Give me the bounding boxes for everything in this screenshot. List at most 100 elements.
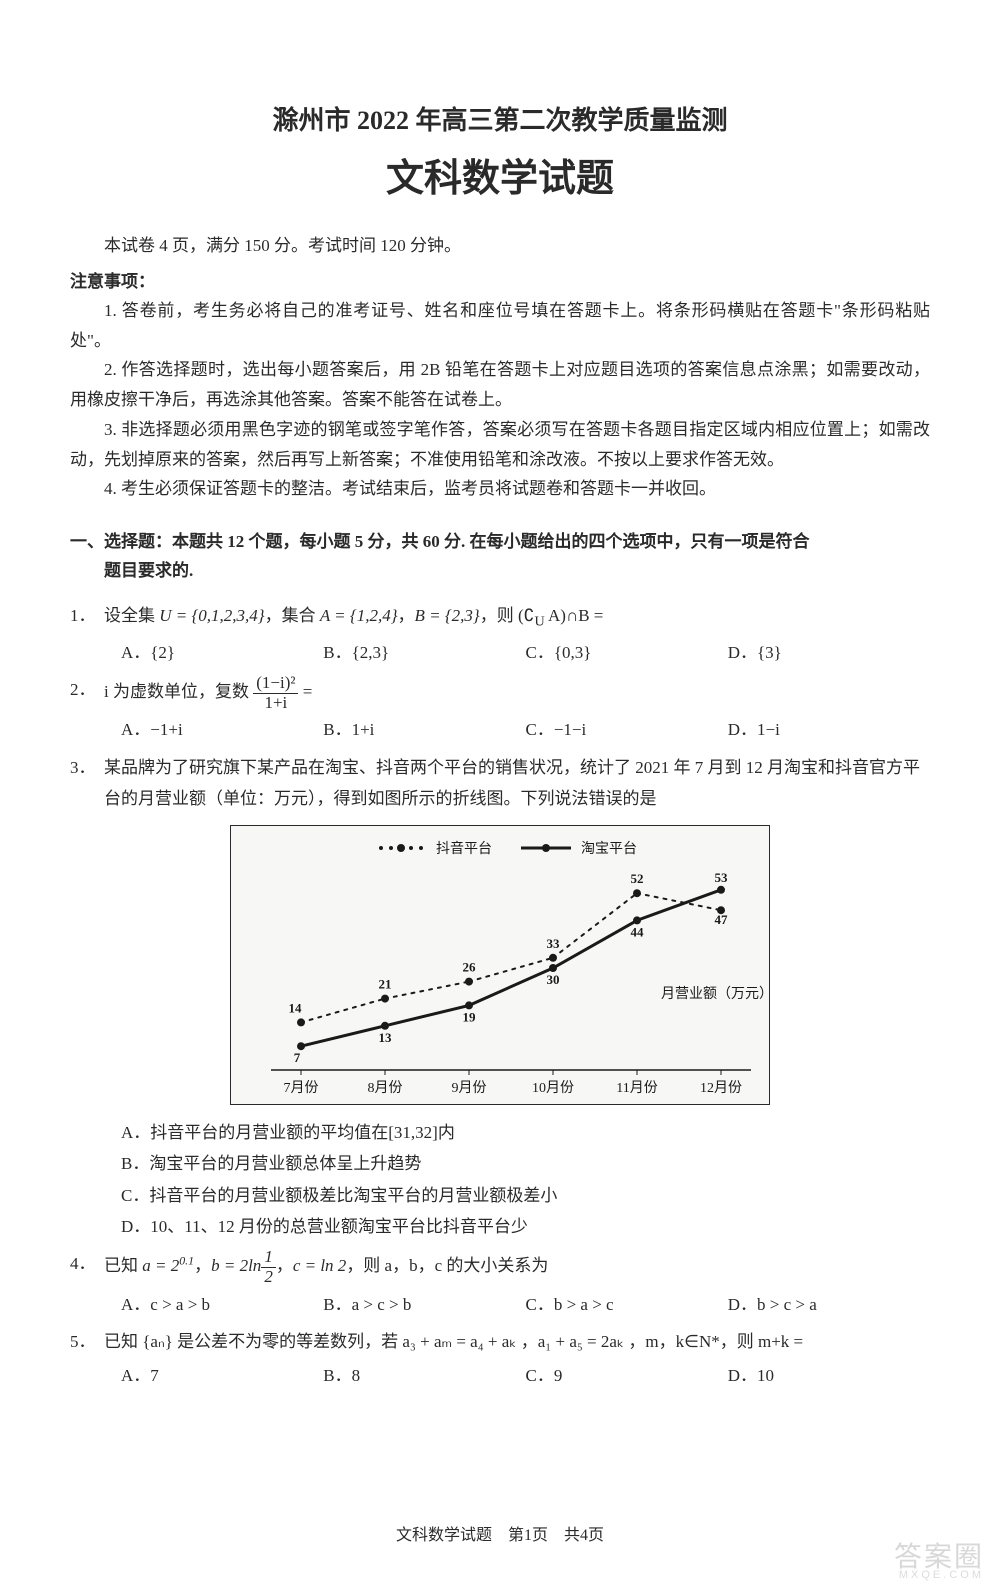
svg-text:47: 47 <box>715 912 729 927</box>
q4-bfrac: 12 <box>261 1248 276 1286</box>
q5-opt-C: C．9 <box>526 1360 728 1391</box>
q2-opt-A: A．−1+i <box>121 714 323 745</box>
question-4: 4． 已知 a = 20.1，b = 2ln12，c = ln 2，则 a，b，… <box>70 1248 930 1320</box>
q3-opt-D: D．10、11、12 月份的总营业额淘宝平台比抖音平台少 <box>121 1211 930 1242</box>
q4-opt-C: C．b > a > c <box>526 1289 728 1320</box>
q4-b: b = 2ln12 <box>211 1256 276 1275</box>
q2-options: A．−1+i B．1+i C．−1−i D．1−i <box>70 714 930 745</box>
q2-frac-den: 1+i <box>253 694 298 713</box>
svg-text:月营业额（万元）: 月营业额（万元） <box>661 986 770 1002</box>
q1-number: 1． <box>70 600 104 635</box>
svg-text:12月份: 12月份 <box>700 1080 742 1096</box>
svg-text:10月份: 10月份 <box>532 1080 574 1096</box>
svg-text:26: 26 <box>463 959 477 974</box>
q4-a: a = 20.1 <box>142 1256 194 1275</box>
q5-number: 5． <box>70 1326 104 1357</box>
page-footer: 文科数学试题 第1页 共4页 <box>70 1521 930 1545</box>
q1-text: 设全集 <box>104 606 159 625</box>
svg-text:53: 53 <box>715 869 729 884</box>
svg-text:30: 30 <box>547 972 560 987</box>
exam-header-line2: 文科数学试题 <box>70 147 930 202</box>
q4-m1: ， <box>194 1256 211 1275</box>
notice-item-4: 4. 考生必须保证答题卡的整洁。考试结束后，监考员将试题卷和答题卡一并收回。 <box>70 474 930 504</box>
svg-text:7: 7 <box>294 1050 301 1065</box>
q5-opt-B: B．8 <box>323 1360 525 1391</box>
q3-chart-svg: 抖音平台 淘宝平台 7月份 8月份 9月份 10月份 11月份 12月份 14 7 21 13 26 19… <box>230 825 770 1105</box>
q1-mid1: ，集合 <box>265 606 320 625</box>
question-5: 5． 已知 {aₙ} 是公差不为零的等差数列，若 a₃ + aₘ = a₄ + … <box>70 1326 930 1391</box>
svg-text:14: 14 <box>289 1000 303 1015</box>
svg-text:7月份: 7月份 <box>284 1080 319 1096</box>
q1-opt-B: B．{2,3} <box>323 637 525 668</box>
question-1: 1． 设全集 U = {0,1,2,3,4}，集合 A = {1,2,4}，B … <box>70 600 930 668</box>
section-1-line2: 题目要求的. <box>70 557 930 586</box>
q2-frac-num: (1−i)² <box>253 674 298 694</box>
q1-opt-D: D．{3} <box>728 637 930 668</box>
q3-stem: 某品牌为了研究旗下某产品在淘宝、抖音两个平台的销售状况，统计了 2021 年 7… <box>104 752 930 815</box>
svg-text:8月份: 8月份 <box>368 1080 403 1096</box>
svg-text:13: 13 <box>379 1029 393 1044</box>
q4-options: A．c > a > b B．a > c > b C．b > a > c D．b … <box>70 1289 930 1320</box>
q2-text: i 为虚数单位，复数 <box>104 682 253 701</box>
q2-opt-B: B．1+i <box>323 714 525 745</box>
q4-bpre: b = 2ln <box>211 1256 261 1275</box>
q5-options: A．7 B．8 C．9 D．10 <box>70 1360 930 1391</box>
q4-number: 4． <box>70 1248 104 1286</box>
q1-stem: 设全集 U = {0,1,2,3,4}，集合 A = {1,2,4}，B = {… <box>104 600 930 635</box>
q3-opt-C: C．抖音平台的月营业额极差比淘宝平台的月营业额极差小 <box>121 1180 930 1211</box>
q4-m2: ， <box>276 1256 293 1275</box>
notice-item-3: 3. 非选择题必须用黑色字迹的钢笔或签字笔作答，答案必须写在答题卡各题目指定区域… <box>70 415 930 475</box>
q4-opt-D: D．b > c > a <box>728 1289 930 1320</box>
q4-stem: 已知 a = 20.1，b = 2ln12，c = ln 2，则 a，b，c 的… <box>104 1248 930 1286</box>
notice-item-1: 1. 答卷前，考生务必将自己的准考证号、姓名和座位号填在答题卡上。将条形码横贴在… <box>70 296 930 356</box>
exam-header-line1: 滁州市 2022 年高三第二次教学质量监测 <box>70 100 930 137</box>
q2-stem: i 为虚数单位，复数 (1−i)² 1+i = <box>104 674 930 712</box>
q2-fraction: (1−i)² 1+i <box>253 674 298 712</box>
watermark-sub: MXQE.COM <box>899 1569 984 1581</box>
q5-stem: 已知 {aₙ} 是公差不为零的等差数列，若 a₃ + aₘ = a₄ + aₖ … <box>104 1326 930 1357</box>
q2-after: = <box>303 682 313 701</box>
q4-bden: 2 <box>261 1268 276 1287</box>
q1-opt-A: A．{2} <box>121 637 323 668</box>
q1-U: U = {0,1,2,3,4} <box>159 606 264 625</box>
q4-opt-A: A．c > a > b <box>121 1289 323 1320</box>
q1-mid2: ， <box>398 606 415 625</box>
q3-opt-A: A．抖音平台的月营业额的平均值在[31,32]内 <box>121 1117 930 1148</box>
q4-c: c = ln 2 <box>293 1256 347 1275</box>
q3-opt-B: B．淘宝平台的月营业额总体呈上升趋势 <box>121 1148 930 1179</box>
svg-text:21: 21 <box>379 976 392 991</box>
q3-options: A．抖音平台的月营业额的平均值在[31,32]内 B．淘宝平台的月营业额总体呈上… <box>70 1117 930 1243</box>
notice-heading: 注意事项： <box>70 267 930 292</box>
svg-text:19: 19 <box>463 1009 477 1024</box>
q2-opt-C: C．−1−i <box>526 714 728 745</box>
q1-mid3: ，则 <box>480 606 518 625</box>
q4-opt-B: B．a > c > b <box>323 1289 525 1320</box>
svg-text:抖音平台: 抖音平台 <box>436 840 492 857</box>
q4-m3: ，则 a，b，c 的大小关系为 <box>346 1256 548 1275</box>
exam-intro: 本试卷 4 页，满分 150 分。考试时间 120 分钟。 <box>70 232 930 261</box>
q4-bnum: 1 <box>261 1248 276 1268</box>
svg-text:44: 44 <box>631 924 645 939</box>
q3-number: 3． <box>70 752 104 815</box>
svg-text:淘宝平台: 淘宝平台 <box>581 841 637 857</box>
q2-opt-D: D．1−i <box>728 714 930 745</box>
q3-chart: 抖音平台 淘宝平台 7月份 8月份 9月份 10月份 11月份 12月份 14 7 21 13 26 19… <box>230 825 770 1105</box>
q1-A: A = {1,2,4} <box>320 606 398 625</box>
section-1-heading: 一、选择题：本题共 12 个题，每小题 5 分，共 60 分. 在每小题给出的四… <box>70 528 930 586</box>
svg-text:11月份: 11月份 <box>616 1080 657 1096</box>
q5-opt-D: D．10 <box>728 1360 930 1391</box>
q2-number: 2． <box>70 674 104 712</box>
question-3: 3． 某品牌为了研究旗下某产品在淘宝、抖音两个平台的销售状况，统计了 2021 … <box>70 752 930 1243</box>
svg-text:9月份: 9月份 <box>452 1080 487 1096</box>
q1-Bset: B = {2,3} <box>415 606 480 625</box>
question-2: 2． i 为虚数单位，复数 (1−i)² 1+i = A．−1+i B．1+i … <box>70 674 930 746</box>
section-1-line1: 一、选择题：本题共 12 个题，每小题 5 分，共 60 分. 在每小题给出的四… <box>70 532 810 551</box>
q1-opt-C: C．{0,3} <box>526 637 728 668</box>
notice-item-2: 2. 作答选择题时，选出每小题答案后，用 2B 铅笔在答题卡上对应题目选项的答案… <box>70 355 930 415</box>
q1-expr: (∁U A)∩B = <box>518 606 603 625</box>
svg-text:33: 33 <box>547 935 561 950</box>
svg-text:52: 52 <box>631 871 644 886</box>
q5-opt-A: A．7 <box>121 1360 323 1391</box>
q4-pre: 已知 <box>104 1256 142 1275</box>
q1-options: A．{2} B．{2,3} C．{0,3} D．{3} <box>70 637 930 668</box>
